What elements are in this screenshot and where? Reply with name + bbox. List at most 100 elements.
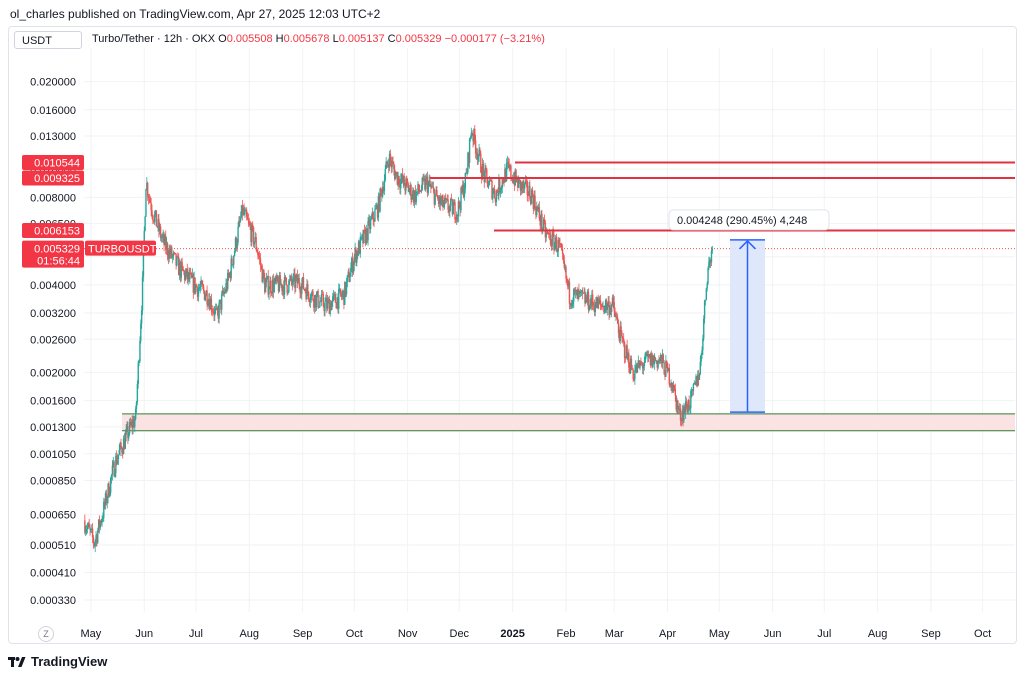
- measure-label: 0.004248 (290.45%) 4,248: [677, 215, 807, 227]
- candle-body: [368, 219, 370, 222]
- candle-body: [285, 277, 287, 285]
- candle-body: [598, 298, 600, 304]
- candle-body: [290, 276, 293, 283]
- candle-body: [422, 177, 424, 179]
- candle-body: [144, 216, 146, 231]
- candle-body: [449, 205, 451, 212]
- candle-body: [255, 236, 257, 249]
- high-label: H: [275, 33, 284, 45]
- candle-body: [425, 176, 428, 179]
- candle-body: [708, 261, 710, 269]
- candle-body: [431, 186, 434, 188]
- candle-body: [276, 275, 278, 281]
- candle-body: [241, 205, 244, 215]
- candle-body: [699, 361, 701, 375]
- candle-body: [517, 178, 520, 188]
- level-price-label: 0.006153: [34, 225, 80, 237]
- candle-body: [92, 537, 95, 544]
- y-tick-label: 0.002000: [30, 367, 76, 379]
- candle-body: [482, 163, 485, 172]
- candle-body: [207, 304, 209, 306]
- candle-body: [343, 290, 345, 305]
- candle-body: [199, 286, 201, 289]
- y-tick-label: 0.001600: [30, 396, 76, 408]
- candle-body: [188, 272, 190, 280]
- candle-body: [376, 204, 379, 218]
- candle-body: [586, 291, 589, 302]
- candle-body: [634, 370, 636, 380]
- candle-body: [133, 420, 135, 428]
- support-zone: [122, 413, 1015, 432]
- candle-body: [637, 360, 640, 364]
- candle-body: [444, 197, 447, 201]
- candle-body: [218, 302, 220, 319]
- candle-body: [574, 291, 577, 293]
- candle-body: [229, 273, 232, 279]
- candle-body: [147, 196, 150, 199]
- candle-body: [676, 401, 678, 410]
- candle-body: [167, 255, 170, 259]
- candle-body: [424, 178, 426, 190]
- candle-body: [311, 291, 313, 294]
- candle-body: [99, 521, 102, 528]
- y-tick-label: 0.016000: [30, 105, 76, 117]
- candle-body: [705, 288, 708, 300]
- candle-body: [406, 181, 409, 185]
- y-axis: 0.0200000.0160000.0130000.0100000.008000…: [22, 77, 157, 607]
- candle-body: [463, 188, 466, 197]
- y-tick-label: 0.008000: [30, 192, 76, 204]
- candle-body: [91, 528, 94, 538]
- candle-body: [136, 383, 139, 402]
- candle-body: [205, 290, 207, 296]
- candle-body: [660, 355, 662, 358]
- candle-body: [440, 201, 442, 205]
- candle-body: [91, 528, 93, 530]
- candle-body: [117, 454, 120, 460]
- candle-body: [156, 226, 158, 228]
- candle-body: [246, 216, 249, 220]
- candle-body: [447, 199, 449, 210]
- candle-body: [152, 215, 154, 221]
- candle-body: [428, 180, 430, 183]
- candle-body: [93, 543, 96, 546]
- x-tick-label: Jun: [764, 628, 782, 640]
- candle-body: [540, 213, 542, 226]
- candle-body: [476, 152, 479, 160]
- candle-body: [338, 288, 341, 290]
- candle-body: [85, 530, 87, 533]
- candle-body: [481, 163, 484, 179]
- candle-body: [572, 301, 574, 304]
- y-tick-label: 0.000330: [30, 595, 76, 607]
- y-tick-label: 0.001050: [30, 449, 76, 461]
- x-tick-label: May: [80, 628, 101, 640]
- candle-body: [213, 311, 215, 316]
- candle-body: [524, 180, 527, 184]
- candle-body: [669, 384, 671, 386]
- candle-body: [289, 276, 292, 280]
- y-tick-label: 0.003200: [30, 308, 76, 320]
- candle-body: [336, 297, 338, 309]
- candle-body: [445, 198, 448, 201]
- candle-body: [695, 376, 697, 385]
- candle-body: [142, 249, 145, 277]
- candle-body: [520, 182, 522, 191]
- candle-body: [150, 202, 152, 211]
- candle-body: [322, 294, 324, 306]
- candle-body: [639, 362, 641, 368]
- candle-body: [363, 229, 365, 244]
- currency-button[interactable]: USDT: [14, 31, 82, 49]
- candle-body: [361, 234, 363, 237]
- candle-body: [426, 176, 429, 193]
- candle-body: [349, 276, 351, 282]
- candle-body: [146, 182, 148, 190]
- log-scale-button[interactable]: Z: [38, 626, 54, 642]
- candle-body: [192, 274, 195, 293]
- candle-body: [528, 185, 530, 196]
- candle-body: [636, 363, 639, 373]
- candle-body: [521, 182, 523, 189]
- candle-body: [651, 353, 653, 368]
- candle-body: [404, 185, 406, 191]
- candle-body: [268, 289, 270, 295]
- candle-body: [658, 360, 660, 362]
